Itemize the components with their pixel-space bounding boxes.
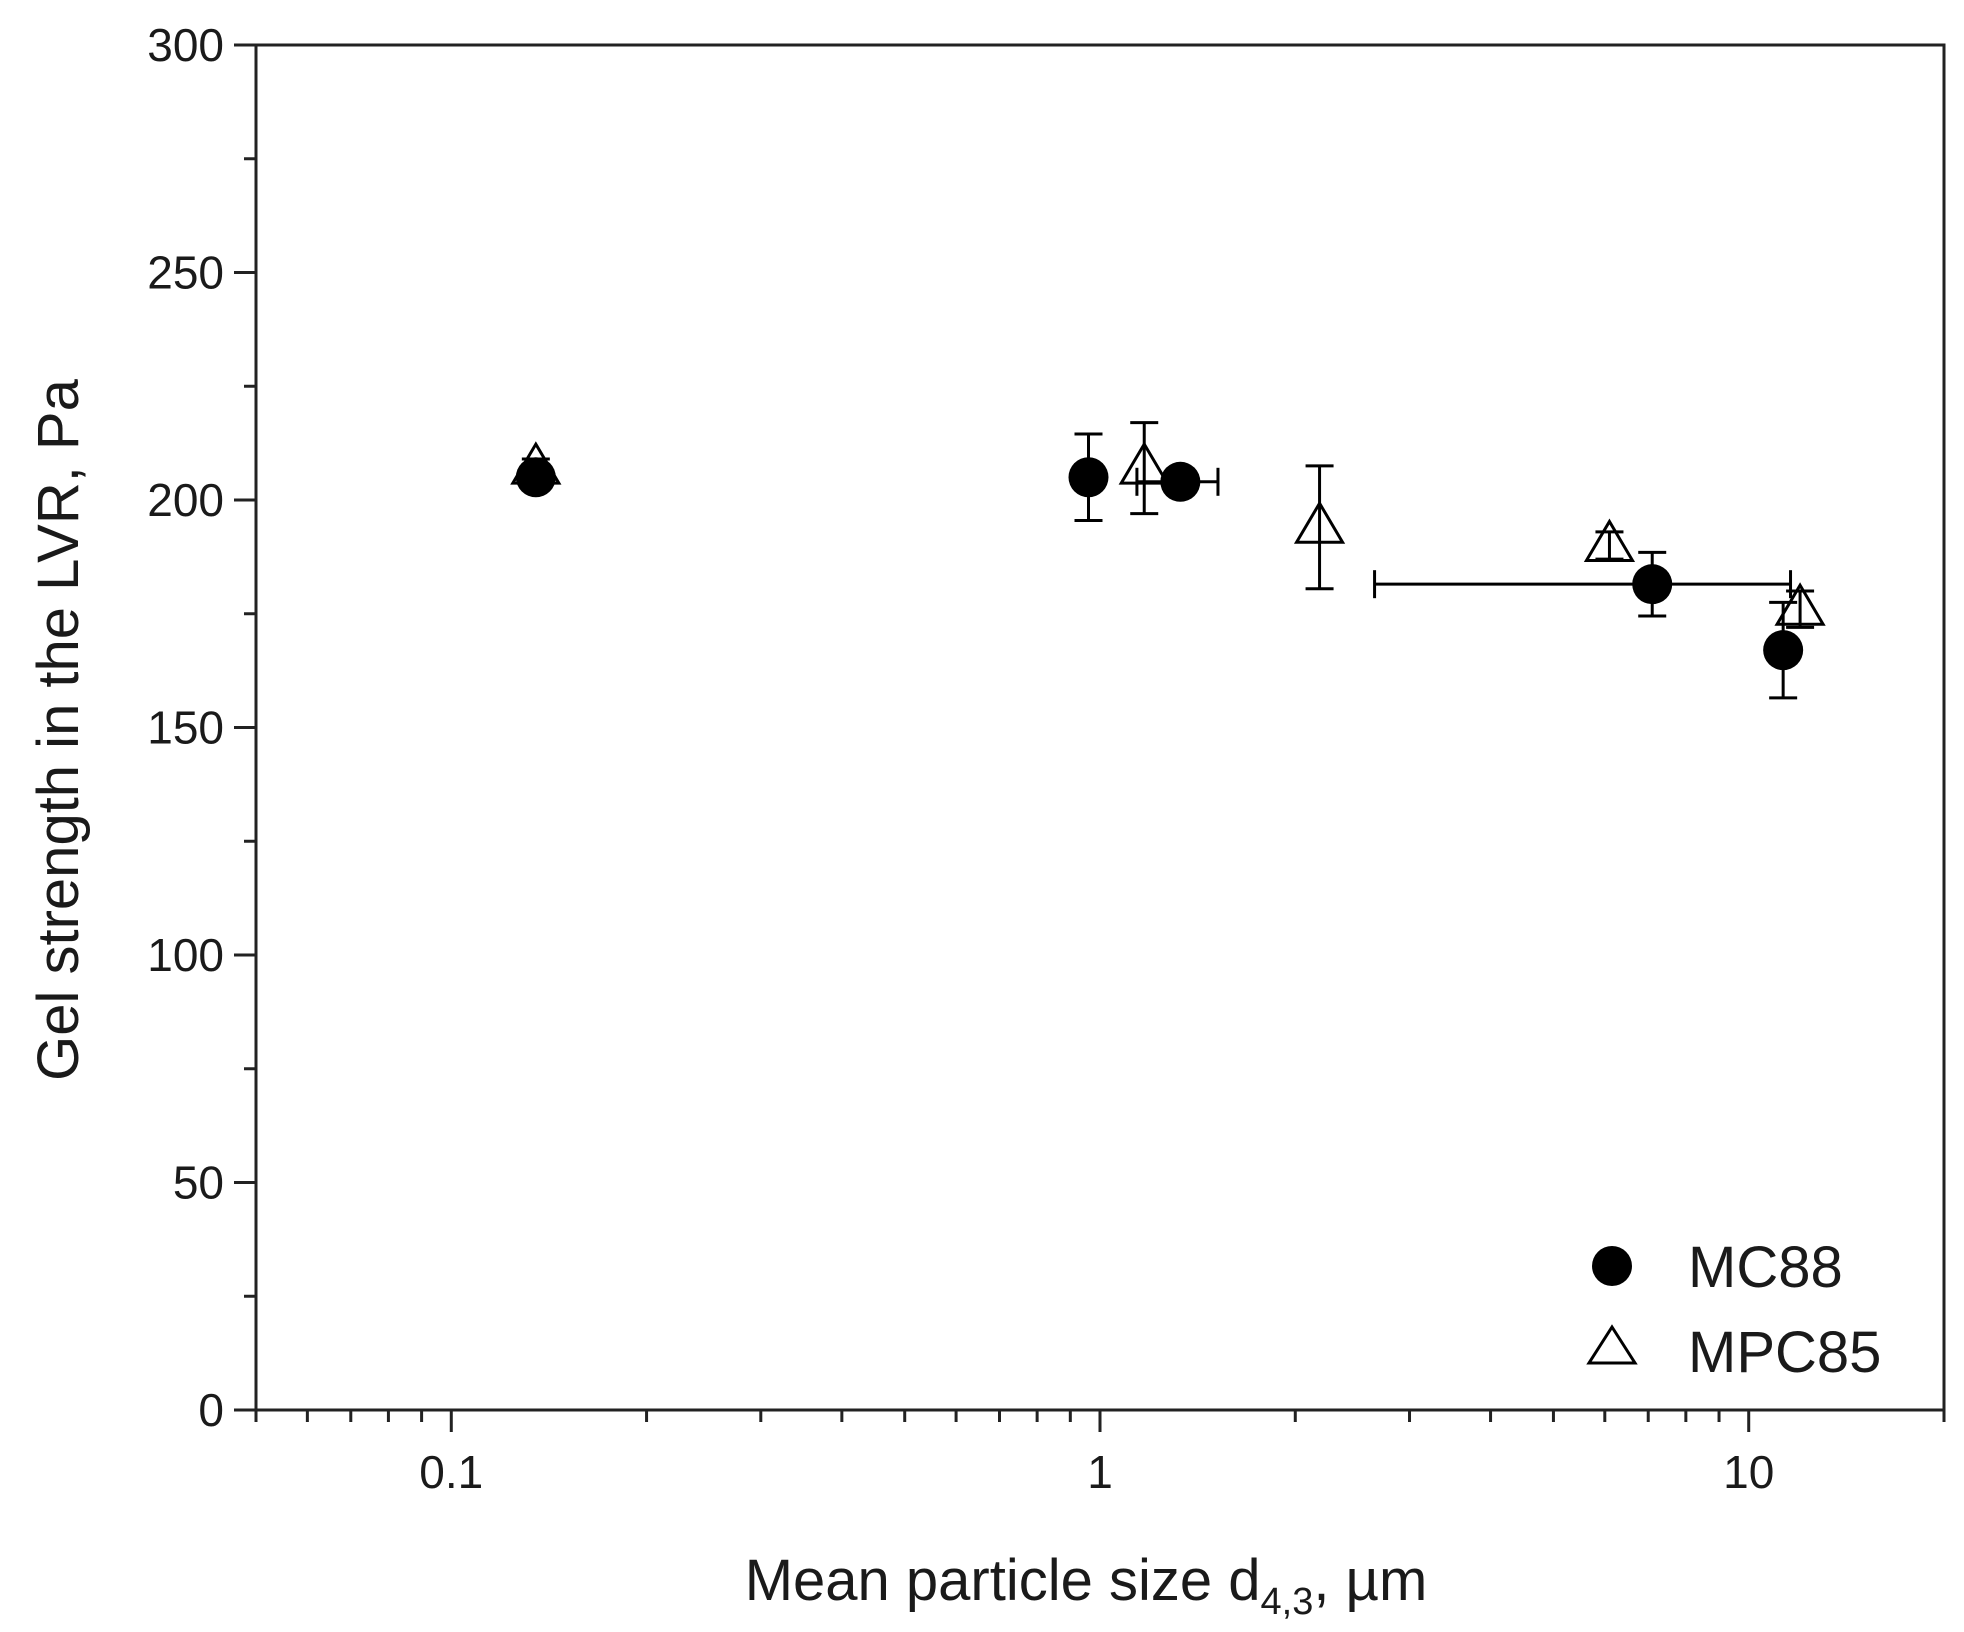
plot-area-border <box>254 43 1946 1412</box>
axis-tick-labels: 0 50 100 150 200 250 300 0.1 1 10 <box>147 19 1774 1498</box>
data-point-mpc85 <box>510 441 562 485</box>
data-point-mc88 <box>1632 564 1673 605</box>
legend-marker-mc88 <box>1592 1246 1632 1286</box>
legend-label-mpc85: MPC85 <box>1688 1320 1881 1385</box>
y-tick-label: 0 <box>198 1384 224 1436</box>
x-tick-label: 10 <box>1723 1446 1774 1498</box>
data-point-mpc85 <box>1583 518 1636 562</box>
y-tick-label: 50 <box>173 1157 224 1209</box>
y-tick-label: 200 <box>147 474 224 526</box>
plot-frame <box>254 43 1946 1412</box>
x-axis-title: Mean particle size d4,3, µm <box>745 1548 1428 1623</box>
axis-ticks <box>234 43 1946 1432</box>
y-axis-title: Gel strength in the LVR, Pa <box>26 378 91 1080</box>
y-tick-label: 100 <box>147 929 224 981</box>
data-markers <box>510 441 1826 671</box>
data-point-mpc85 <box>1774 582 1826 626</box>
legend: MC88 MPC85 <box>1586 1235 1881 1385</box>
x-axis-title-subscript: 4,3 <box>1261 1581 1314 1623</box>
x-axis-title-main: Mean particle size d <box>745 1548 1261 1613</box>
legend-label-mc88: MC88 <box>1688 1235 1843 1300</box>
y-tick-label: 250 <box>147 247 224 299</box>
x-tick-label: 1 <box>1087 1446 1113 1498</box>
data-point-mc88 <box>1160 461 1201 502</box>
legend-marker-mpc85 <box>1586 1324 1638 1365</box>
data-point-mpc85 <box>1118 441 1170 485</box>
x-tick-label: 0.1 <box>419 1446 483 1498</box>
data-point-mc88 <box>1763 630 1804 671</box>
y-tick-label: 150 <box>147 702 224 754</box>
data-point-mpc85 <box>1293 500 1346 544</box>
data-point-mc88 <box>1068 457 1109 498</box>
y-tick-label: 300 <box>147 19 224 71</box>
x-axis-title-suffix: , µm <box>1313 1548 1427 1613</box>
data-point-mc88 <box>515 457 556 498</box>
